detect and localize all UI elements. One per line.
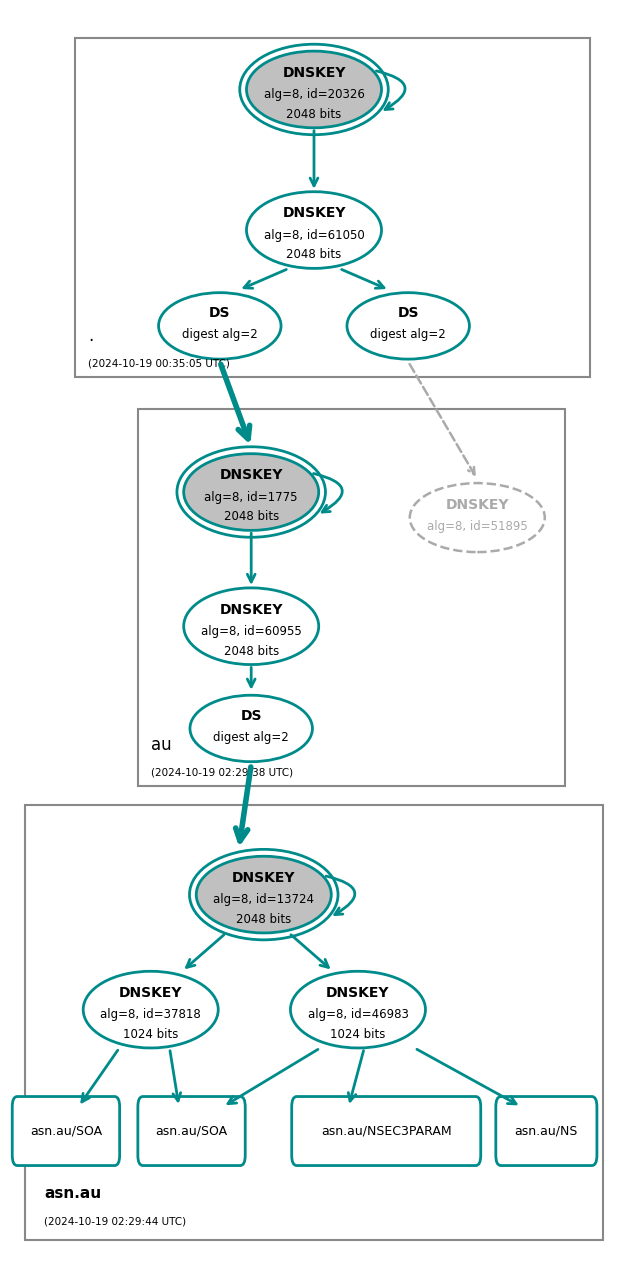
FancyArrowPatch shape xyxy=(326,875,355,915)
Text: 2048 bits: 2048 bits xyxy=(224,644,279,658)
Text: DNSKEY: DNSKEY xyxy=(282,66,346,79)
FancyBboxPatch shape xyxy=(138,409,565,786)
Text: DNSKEY: DNSKEY xyxy=(219,603,283,616)
Text: 1024 bits: 1024 bits xyxy=(123,1028,178,1042)
Ellipse shape xyxy=(158,293,281,359)
Text: (2024-10-19 00:35:05 UTC): (2024-10-19 00:35:05 UTC) xyxy=(88,358,230,368)
FancyArrowPatch shape xyxy=(313,473,342,512)
Text: 2048 bits: 2048 bits xyxy=(236,912,291,927)
Text: 2048 bits: 2048 bits xyxy=(286,248,342,262)
FancyBboxPatch shape xyxy=(75,38,590,377)
Ellipse shape xyxy=(246,51,382,128)
Ellipse shape xyxy=(290,971,426,1048)
Text: alg=8, id=61050: alg=8, id=61050 xyxy=(264,229,364,242)
Text: .: . xyxy=(88,327,93,345)
Text: digest alg=2: digest alg=2 xyxy=(371,328,446,341)
Text: DNSKEY: DNSKEY xyxy=(445,498,509,511)
Text: alg=8, id=46983: alg=8, id=46983 xyxy=(308,1008,408,1021)
FancyArrowPatch shape xyxy=(376,70,405,110)
Ellipse shape xyxy=(190,695,313,762)
Text: 2048 bits: 2048 bits xyxy=(224,510,279,524)
Text: DNSKEY: DNSKEY xyxy=(232,872,296,884)
Text: DS: DS xyxy=(209,307,230,320)
Text: DNSKEY: DNSKEY xyxy=(326,987,390,999)
Text: alg=8, id=13724: alg=8, id=13724 xyxy=(214,893,314,906)
Text: digest alg=2: digest alg=2 xyxy=(182,328,257,341)
Ellipse shape xyxy=(184,588,319,665)
Text: alg=8, id=60955: alg=8, id=60955 xyxy=(201,625,301,638)
Ellipse shape xyxy=(184,454,319,530)
Text: alg=8, id=20326: alg=8, id=20326 xyxy=(264,88,364,101)
Text: asn.au/SOA: asn.au/SOA xyxy=(156,1125,227,1137)
Text: au: au xyxy=(151,736,171,754)
FancyBboxPatch shape xyxy=(138,1097,245,1166)
Text: digest alg=2: digest alg=2 xyxy=(214,731,289,744)
Text: (2024-10-19 02:29:44 UTC): (2024-10-19 02:29:44 UTC) xyxy=(44,1217,186,1227)
Text: (2024-10-19 02:29:38 UTC): (2024-10-19 02:29:38 UTC) xyxy=(151,767,293,777)
Text: asn.au/NS: asn.au/NS xyxy=(515,1125,578,1137)
Text: DS: DS xyxy=(398,307,419,320)
FancyBboxPatch shape xyxy=(25,805,603,1240)
Ellipse shape xyxy=(196,856,332,933)
Text: 2048 bits: 2048 bits xyxy=(286,107,342,121)
Ellipse shape xyxy=(410,483,545,552)
Text: alg=8, id=37818: alg=8, id=37818 xyxy=(100,1008,201,1021)
Text: alg=8, id=1775: alg=8, id=1775 xyxy=(205,491,298,504)
Ellipse shape xyxy=(347,293,470,359)
Text: asn.au/SOA: asn.au/SOA xyxy=(30,1125,102,1137)
Text: asn.au/NSEC3PARAM: asn.au/NSEC3PARAM xyxy=(321,1125,452,1137)
Text: DNSKEY: DNSKEY xyxy=(219,469,283,482)
Text: DS: DS xyxy=(241,709,262,722)
Text: 1024 bits: 1024 bits xyxy=(330,1028,386,1042)
Ellipse shape xyxy=(83,971,219,1048)
Text: alg=8, id=51895: alg=8, id=51895 xyxy=(427,520,528,533)
FancyBboxPatch shape xyxy=(291,1097,481,1166)
Ellipse shape xyxy=(246,192,382,268)
Text: DNSKEY: DNSKEY xyxy=(282,207,346,220)
Text: DNSKEY: DNSKEY xyxy=(119,987,183,999)
Text: asn.au: asn.au xyxy=(44,1186,101,1201)
FancyBboxPatch shape xyxy=(13,1097,119,1166)
FancyBboxPatch shape xyxy=(496,1097,597,1166)
